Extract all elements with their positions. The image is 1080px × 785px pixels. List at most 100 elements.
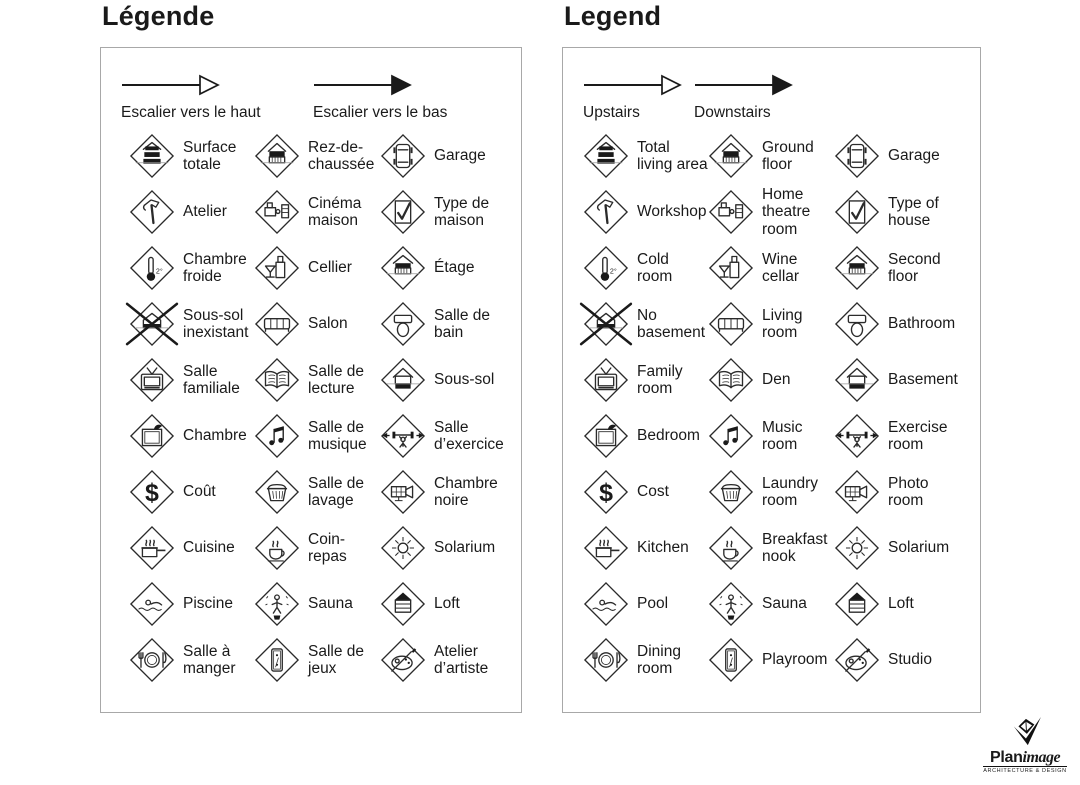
svg-text:$: $: [145, 479, 159, 507]
legend-item-label: Chambre: [183, 427, 247, 445]
stairs-up-label: Upstairs: [583, 104, 640, 121]
type-of-house-icon: [834, 189, 880, 235]
stairs-down-legend: Escalier vers le bas: [313, 74, 447, 122]
legend-panel-english: Upstairs Downstairs Total living area Gro…: [562, 47, 981, 713]
legend-item-label: Piscine: [183, 595, 233, 613]
living-room-icon: [254, 301, 300, 347]
legend-item-label: Salle de lavage: [308, 474, 365, 509]
family-room-icon: [583, 357, 629, 403]
legend-item-ground-floor: Ground floor: [708, 133, 834, 179]
legend-item-bedroom: Chambre: [129, 413, 254, 459]
family-room-icon: [129, 357, 175, 403]
garage-icon: [834, 133, 880, 179]
legend-item-kitchen: Kitchen: [583, 525, 708, 571]
laundry-room-icon: [254, 469, 300, 515]
bedroom-icon: [583, 413, 629, 459]
legend-item-playroom: Playroom: [708, 637, 834, 683]
exercise-room-icon: [834, 413, 880, 459]
legend-item-label: Coût: [183, 483, 216, 501]
cost-icon: $: [129, 469, 175, 515]
bathroom-icon: [380, 301, 426, 347]
stairs-up-label: Escalier vers le haut: [121, 104, 261, 121]
legend-item-label: Photo room: [888, 474, 929, 509]
legend-item-label: Salle à manger: [183, 642, 236, 677]
legend-item-label: No basement: [637, 306, 706, 341]
legend-item-label: Family room: [637, 362, 683, 397]
legend-item-label: Chambre froide: [183, 250, 247, 285]
legend-item-label: Total living area: [637, 138, 708, 173]
legend-grid-english: Total living area Ground floor Garage Works…: [563, 128, 980, 688]
legend-item-basement: Basement: [834, 357, 980, 403]
pool-icon: [583, 581, 629, 627]
legend-item-ground-floor: Rez-de-chaussée: [254, 133, 380, 179]
ground-floor-icon: [708, 133, 754, 179]
cold-room-icon: 2°: [129, 245, 175, 291]
legend-item-second-floor: Étage: [380, 245, 521, 291]
legend-item-label: Exercise room: [888, 418, 948, 453]
total-living-area-icon: [129, 133, 175, 179]
legend-item-breakfast-nook: Breakfast nook: [708, 525, 834, 571]
sauna-icon: [254, 581, 300, 627]
garage-icon: [380, 133, 426, 179]
legend-item-label: Wine cellar: [762, 250, 800, 285]
legend-item-label: Solarium: [434, 539, 496, 557]
legend-item-home-theatre: Cinéma maison: [254, 189, 380, 235]
legend-item-label: Cost: [637, 483, 669, 501]
legend-item-wine-cellar: Cellier: [254, 245, 380, 291]
legend-item-laundry-room: Salle de lavage: [254, 469, 380, 515]
breakfast-nook-icon: [708, 525, 754, 571]
legend-item-label: Second floor: [888, 250, 941, 285]
legend-item-playroom: Salle de jeux: [254, 637, 380, 683]
kitchen-icon: [583, 525, 629, 571]
legend-item-cold-room: 2° Chambre froide: [129, 245, 254, 291]
legend-item-den: Den: [708, 357, 834, 403]
svg-text:2°: 2°: [610, 268, 617, 276]
den-icon: [254, 357, 300, 403]
legend-item-solarium: Solarium: [834, 525, 980, 571]
legend-item-label: Salle de musique: [308, 418, 367, 453]
second-floor-icon: [380, 245, 426, 291]
legend-item-label: Loft: [888, 595, 914, 613]
legend-item-garage: Garage: [834, 133, 980, 179]
legend-item-cost: $ Coût: [129, 469, 254, 515]
loft-icon: [834, 581, 880, 627]
kitchen-icon: [129, 525, 175, 571]
bedroom-icon: [129, 413, 175, 459]
legend-item-label: Loft: [434, 595, 460, 613]
legend-item-label: Sous-sol inexistant: [183, 306, 249, 341]
den-icon: [708, 357, 754, 403]
legend-item-type-of-house: Type de maison: [380, 189, 521, 235]
legend-item-type-of-house: Type of house: [834, 189, 980, 235]
legend-item-label: Laundry room: [762, 474, 819, 509]
legend-item-home-theatre: Home theatre room: [708, 186, 834, 238]
legend-item-label: Studio: [888, 651, 932, 669]
legend-item-family-room: Salle familiale: [129, 357, 254, 403]
playroom-icon: [254, 637, 300, 683]
legend-item-total-living-area: Surface totale: [129, 133, 254, 179]
brand-bold: Plan: [989, 749, 1023, 766]
stairs-down-label: Escalier vers le bas: [313, 104, 448, 121]
svg-text:2°: 2°: [156, 268, 163, 276]
legend-item-label: Ground floor: [762, 138, 814, 173]
music-room-icon: [254, 413, 300, 459]
legend-item-loft: Loft: [380, 581, 521, 627]
stairs-down-legend: Downstairs: [694, 74, 794, 122]
legend-item-label: Kitchen: [637, 539, 689, 557]
legend-item-living-room: Living room: [708, 301, 834, 347]
cost-icon: $: [583, 469, 629, 515]
legend-item-solarium: Solarium: [380, 525, 521, 571]
legend-item-studio: Atelier d’artiste: [380, 637, 521, 683]
legend-item-label: Cinéma maison: [308, 194, 362, 229]
panel-title-english: Legend: [564, 1, 662, 31]
legend-item-label: Salle familiale: [183, 362, 240, 397]
loft-icon: [380, 581, 426, 627]
legend-item-dining-room: Dining room: [583, 637, 708, 683]
svg-text:$: $: [599, 479, 613, 507]
legend-item-label: Breakfast nook: [762, 530, 828, 565]
legend-item-label: Coin-repas: [308, 530, 347, 565]
stairs-up-legend: Upstairs: [583, 74, 683, 122]
legend-item-pool: Pool: [583, 581, 708, 627]
planimage-logo: Planimage ARCHITECTURE & DESIGN: [983, 716, 1067, 774]
total-living-area-icon: [583, 133, 629, 179]
legend-item-dining-room: Salle à manger: [129, 637, 254, 683]
